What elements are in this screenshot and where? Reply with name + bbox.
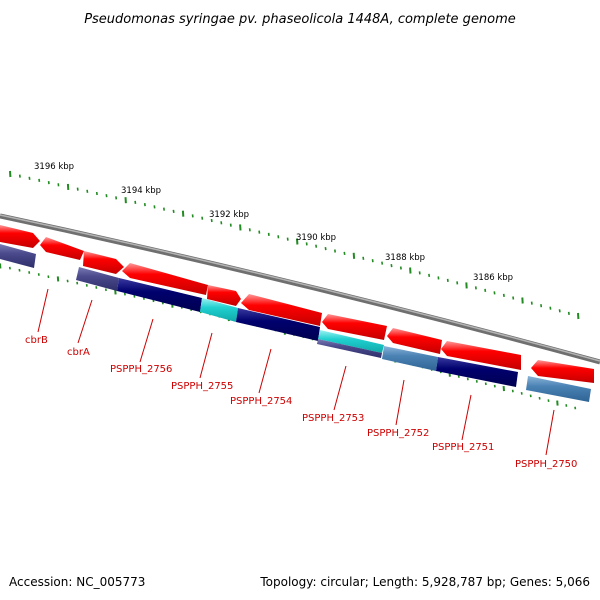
scale-label-3192: 3192 kbp [209, 210, 249, 220]
gene-arrow[interactable] [241, 294, 322, 326]
gene-arrow[interactable] [122, 263, 208, 295]
feature-track [0, 244, 591, 402]
gene-arrow[interactable] [83, 251, 124, 274]
feature-box[interactable] [382, 346, 438, 371]
gene-label-cbra[interactable]: cbrA [67, 347, 90, 358]
gene-label-cbrb[interactable]: cbrB [25, 335, 48, 346]
gene-labels: cbrB cbrA PSPPH_2756 PSPPH_2755 PSPPH_27… [25, 335, 577, 470]
scale-labels: 3196 kbp 3194 kbp 3192 kbp 3190 kbp 3188… [34, 162, 513, 283]
gene-label-pspph-2755[interactable]: PSPPH_2755 [171, 381, 233, 392]
gene-arrow[interactable] [207, 285, 241, 306]
genome-title: Pseudomonas syringae pv. phaseolicola 14… [84, 12, 516, 27]
gene-arrow[interactable] [441, 341, 521, 370]
genome-backbone-highlight [0, 214, 600, 362]
feature-box[interactable] [117, 278, 202, 312]
feature-box[interactable] [318, 330, 384, 353]
scale-label-3190: 3190 kbp [296, 233, 336, 243]
gene-arrow[interactable] [0, 225, 40, 248]
scale-label-3194: 3194 kbp [121, 186, 161, 196]
feature-box[interactable] [317, 339, 382, 358]
feature-box[interactable] [236, 308, 320, 341]
gene-label-pspph-2754[interactable]: PSPPH_2754 [230, 396, 292, 407]
gene-label-leaders [37, 288, 555, 456]
gene-arrows [0, 225, 594, 383]
scale-label-3188: 3188 kbp [385, 253, 425, 263]
gene-arrow[interactable] [531, 360, 594, 383]
gene-label-pspph-2756[interactable]: PSPPH_2756 [110, 364, 172, 375]
genome-backbone [0, 213, 600, 365]
feature-box[interactable] [436, 357, 518, 387]
scale-label-3186: 3186 kbp [473, 273, 513, 283]
accession-text: Accession: NC_005773 [9, 575, 145, 589]
gene-label-pspph-2750[interactable]: PSPPH_2750 [515, 459, 577, 470]
topology-text: Topology: circular; Length: 5,928,787 bp… [259, 575, 590, 589]
gene-label-pspph-2752[interactable]: PSPPH_2752 [367, 428, 429, 439]
feature-box[interactable] [526, 376, 591, 402]
scale-label-3196: 3196 kbp [34, 162, 74, 172]
gene-label-pspph-2753[interactable]: PSPPH_2753 [302, 413, 364, 424]
feature-box[interactable] [76, 267, 119, 291]
gene-label-pspph-2751[interactable]: PSPPH_2751 [432, 442, 494, 453]
feature-box[interactable] [200, 298, 238, 322]
feature-box[interactable] [0, 244, 36, 268]
gene-arrow[interactable] [387, 328, 442, 354]
gene-arrow[interactable] [322, 314, 387, 340]
gene-arrow[interactable] [40, 237, 84, 260]
